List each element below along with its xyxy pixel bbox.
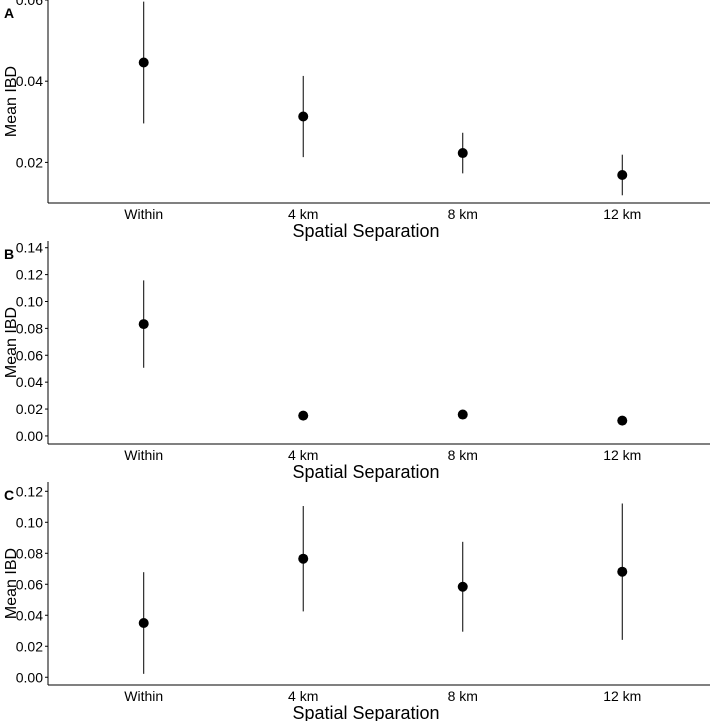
point (138, 319, 149, 330)
x-tick-label: Within (124, 206, 163, 222)
y-tick-label: 0.14 (16, 240, 43, 256)
y-axis-label: Mean IBD (3, 66, 20, 137)
y-tick-label: 0.02 (16, 401, 43, 417)
x-tick-label: 8 km (448, 206, 478, 222)
y-tick-label: 0.02 (16, 154, 43, 170)
point (138, 57, 149, 68)
y-tick-label: 0.12 (16, 483, 43, 499)
y-tick-label: 0.10 (16, 514, 43, 530)
x-axis-label: Spatial Separation (292, 221, 439, 241)
y-tick-label: 0.06 (16, 576, 43, 592)
y-tick-label: 0.02 (16, 638, 43, 654)
point (298, 111, 309, 122)
panel-label: C (4, 487, 14, 503)
y-tick-label: 0.00 (16, 669, 43, 685)
y-tick-label: 0.04 (16, 73, 43, 89)
x-tick-label: 4 km (288, 447, 318, 463)
y-axis-label: Mean IBD (3, 548, 20, 619)
y-tick-label: 0.06 (16, 0, 43, 8)
y-tick-label: 0.10 (16, 293, 43, 309)
y-tick-label: 0.04 (16, 607, 43, 623)
panel-label: A (4, 5, 14, 21)
y-tick-label: 0.06 (16, 347, 43, 363)
x-tick-label: 12 km (603, 447, 641, 463)
point (457, 581, 468, 592)
panel-label: B (4, 246, 14, 262)
point (298, 410, 309, 421)
x-tick-label: 4 km (288, 206, 318, 222)
x-tick-label: 8 km (448, 447, 478, 463)
y-axis-label: Mean IBD (3, 307, 20, 378)
y-tick-label: 0.08 (16, 545, 43, 561)
x-axis-label: Spatial Separation (292, 462, 439, 482)
y-tick-label: 0.08 (16, 320, 43, 336)
point (617, 566, 628, 577)
x-tick-label: 12 km (603, 206, 641, 222)
point (457, 409, 468, 420)
x-tick-label: 4 km (288, 688, 318, 704)
point (617, 415, 628, 426)
x-tick-label: 12 km (603, 688, 641, 704)
x-tick-label: 8 km (448, 688, 478, 704)
y-tick-label: 0.12 (16, 267, 43, 283)
y-tick-label: 0.00 (16, 428, 43, 444)
point (457, 148, 468, 159)
x-axis-label: Spatial Separation (292, 703, 439, 721)
point (617, 169, 628, 180)
x-tick-label: Within (124, 688, 163, 704)
point (138, 618, 149, 629)
point (298, 553, 309, 564)
y-tick-label: 0.04 (16, 374, 43, 390)
x-tick-label: Within (124, 447, 163, 463)
